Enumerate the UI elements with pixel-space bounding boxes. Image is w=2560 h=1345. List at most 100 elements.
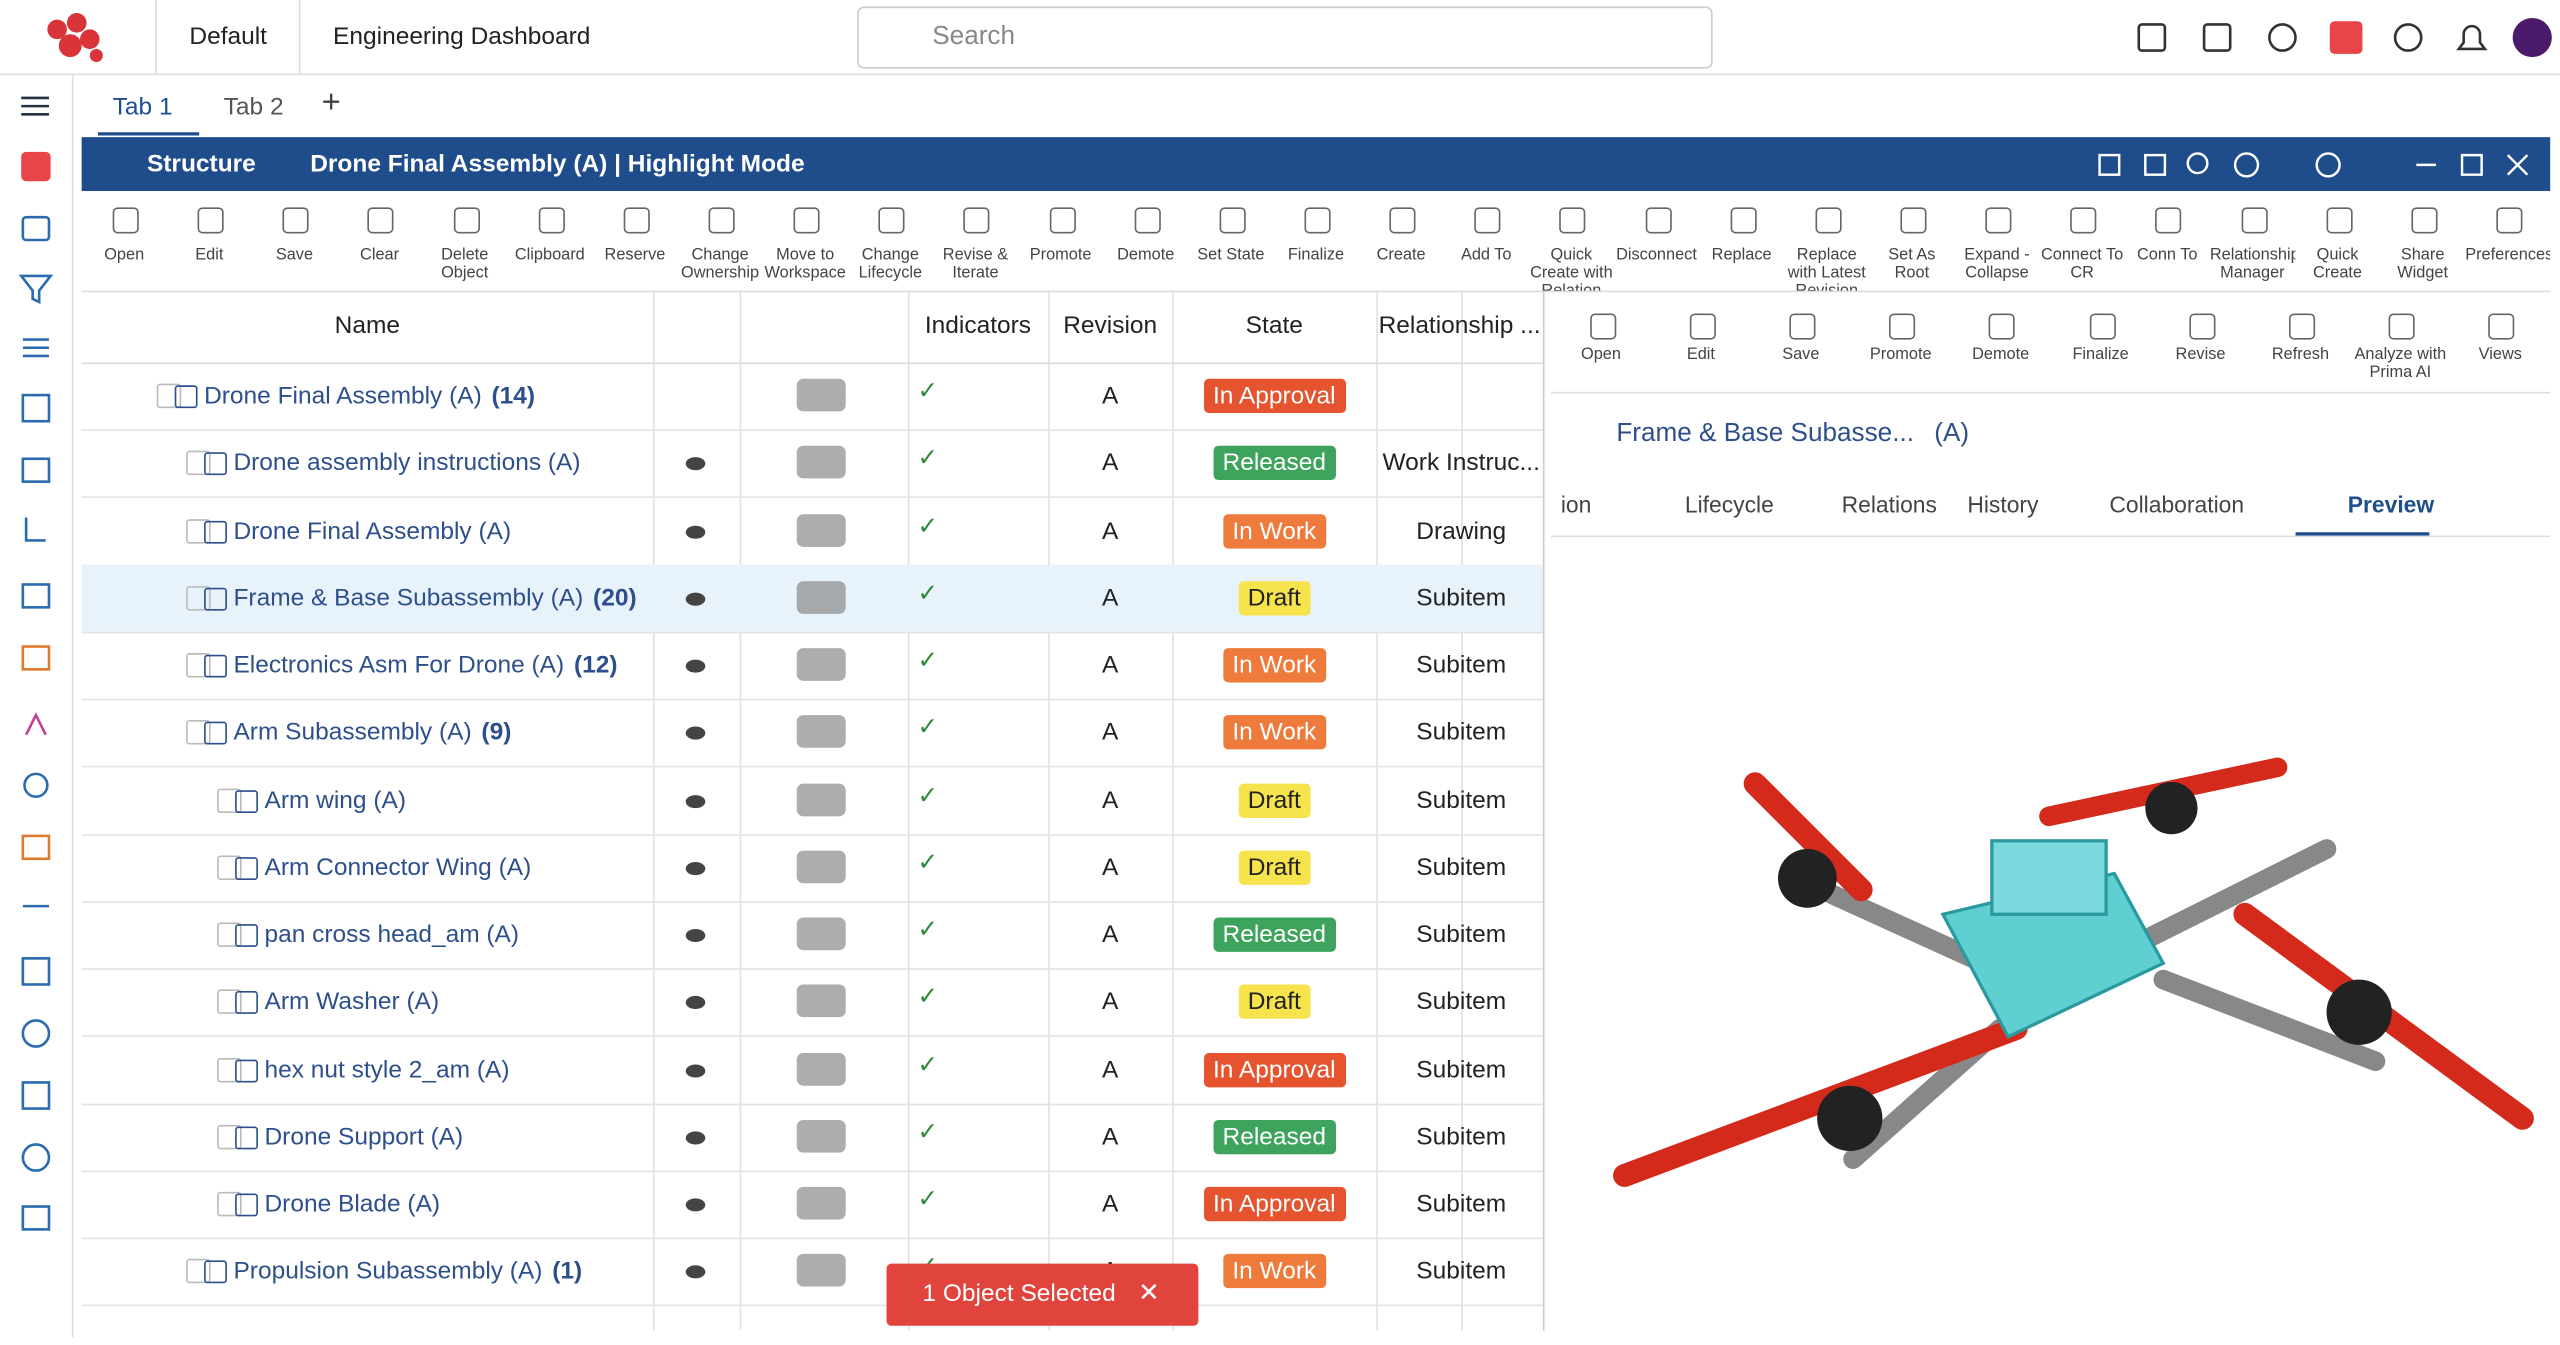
toolbar-button[interactable]: Create <box>1359 191 1444 291</box>
table-row[interactable]: Arm Connector Wing (A) ✓ A Draft Subitem <box>81 834 1543 903</box>
toolbar-button[interactable]: Set As Root <box>1869 191 1954 291</box>
item-name[interactable]: Arm Washer (A) <box>264 969 439 1036</box>
item-name[interactable]: Drone Support (A) <box>264 1103 463 1170</box>
toolbar-button[interactable]: Move to Workspace <box>763 191 848 291</box>
detail-tab[interactable]: Preview <box>2347 491 2435 518</box>
toolbar-button[interactable]: Change Lifecycle <box>848 191 933 291</box>
checkbox[interactable] <box>186 653 211 678</box>
detail-toolbar-button[interactable]: Revise <box>2151 297 2251 392</box>
toolbar-button[interactable]: Save <box>252 191 337 291</box>
add-tab[interactable]: + <box>321 84 341 121</box>
detail-toolbar-button[interactable]: Analyze with Prima AI <box>2350 297 2450 392</box>
toolbar-button[interactable]: Demote <box>1103 191 1188 291</box>
checkbox[interactable] <box>186 720 211 745</box>
table-row[interactable]: Drone assembly instructions (A) ✓ A Release… <box>81 430 1543 499</box>
toolbar-button[interactable]: Quick Create with Relation <box>1529 191 1614 291</box>
detail-toolbar-button[interactable]: Demote <box>1951 297 2051 392</box>
column-header[interactable]: Revision <box>1063 311 1158 340</box>
toolbar-button[interactable]: Reserve <box>592 191 677 291</box>
toolbar-button[interactable]: Clipboard <box>507 191 592 291</box>
table-row[interactable]: Frame & Base Subassembly (A) (20) ✓ A Draft S… <box>81 564 1543 634</box>
detail-toolbar-button[interactable]: Open <box>1551 297 1651 392</box>
table-row[interactable]: Drone Blade (A) ✓ A In Approval Subitem <box>81 1171 1543 1240</box>
toolbar-button[interactable]: Finalize <box>1273 191 1358 291</box>
table-row[interactable]: pan cross head_am (A) ✓ A Released Subitem <box>81 901 1543 970</box>
item-name[interactable]: Arm Subassembly (A) (9) <box>233 699 511 766</box>
item-name[interactable]: Propulsion Subassembly (A) (1) <box>233 1238 582 1305</box>
detail-toolbar-button[interactable]: Save <box>1751 297 1851 392</box>
toolbar-button[interactable]: Replace <box>1699 191 1784 291</box>
workspace[interactable]: Default <box>189 22 267 51</box>
toolbar-button[interactable]: Share Widget <box>2380 191 2465 291</box>
dashboard-name[interactable]: Engineering Dashboard <box>333 22 591 51</box>
selection-toast[interactable]: 1 Object Selected ✕ <box>886 1263 1199 1326</box>
toolbar-button[interactable]: Edit <box>167 191 252 291</box>
checkbox[interactable] <box>217 1057 242 1082</box>
item-name[interactable]: Arm wing (A) <box>264 767 406 834</box>
toolbar-button[interactable]: Conn To <box>2125 191 2210 291</box>
table-row[interactable]: Arm Washer (A) ✓ A Draft Subitem <box>81 969 1543 1038</box>
toolbar-button[interactable]: Disconnect <box>1614 191 1699 291</box>
detail-toolbar-button[interactable]: Finalize <box>2051 297 2151 392</box>
toolbar-button[interactable]: Preferences <box>2465 191 2550 291</box>
column-header[interactable]: Indicators <box>924 311 1032 340</box>
item-name[interactable]: Frame & Base Subassembly (A) (20) <box>233 564 636 631</box>
detail-toolbar-button[interactable]: Edit <box>1651 297 1751 392</box>
toolbar-button[interactable]: Delete Object <box>422 191 507 291</box>
table-row[interactable]: Arm wing (A) ✓ A Draft Subitem <box>81 767 1543 836</box>
table-row[interactable]: Drone Support (A) ✓ A Released Subitem <box>81 1103 1543 1172</box>
toolbar-button[interactable]: Clear <box>337 191 422 291</box>
item-name[interactable]: Drone assembly instructions (A) <box>233 430 580 497</box>
relationship: Work Instruc... <box>1382 449 1540 478</box>
tab[interactable]: Tab 1 <box>112 93 173 121</box>
toolbar-button[interactable]: Add To <box>1444 191 1529 291</box>
column-header[interactable]: Relationship ... <box>1378 311 1541 340</box>
checkbox[interactable] <box>217 1191 242 1217</box>
detail-tab[interactable]: Collaboration <box>2109 491 2245 518</box>
search-box[interactable]: Search <box>857 6 1713 69</box>
table-row[interactable]: Propulsion Subassembly (A)(1)✓AIn WorkSu… <box>81 1238 1543 1307</box>
item-name[interactable]: hex nut style 2_am (A) <box>264 1036 509 1103</box>
checkbox[interactable] <box>186 1259 211 1284</box>
toolbar-button[interactable]: Revise & Iterate <box>933 191 1018 291</box>
item-name[interactable]: Drone Blade (A) <box>264 1171 440 1238</box>
toolbar-button[interactable]: Open <box>82 191 167 291</box>
toolbar-button[interactable]: Promote <box>1018 191 1103 291</box>
toolbar-button[interactable]: Set State <box>1188 191 1273 291</box>
column-header[interactable]: State <box>1245 311 1303 340</box>
toolbar-button[interactable]: Change Ownership <box>678 191 763 291</box>
table-row[interactable]: Drone Final Assembly (A) ✓ A In Work Drawing <box>81 497 1543 566</box>
toolbar-button[interactable]: Replace with Latest Revision <box>1784 191 1869 291</box>
item-name[interactable]: Arm Connector Wing (A) <box>264 834 531 901</box>
item-name[interactable]: Drone Final Assembly (A) (14) <box>204 362 535 429</box>
checkbox[interactable] <box>186 518 211 543</box>
item-name[interactable]: pan cross head_am (A) <box>264 901 519 968</box>
checkbox[interactable] <box>217 922 242 947</box>
checkbox[interactable] <box>217 855 242 880</box>
table-row[interactable]: Drone Final Assembly (A) (14) ✓ A In Approva… <box>81 362 1543 432</box>
checkbox[interactable] <box>217 1124 242 1149</box>
detail-toolbar-button[interactable]: Promote <box>1851 297 1951 392</box>
detail-tab[interactable]: ion <box>1560 491 1592 518</box>
item-name[interactable]: Electronics Asm For Drone (A) (12) <box>233 632 617 699</box>
checkbox[interactable] <box>186 585 211 611</box>
toolbar-button[interactable]: Relationship Manager <box>2210 191 2295 291</box>
table-row[interactable]: Arm Subassembly (A) (9) ✓ A In Work Subitem <box>81 699 1543 768</box>
checkbox[interactable] <box>217 989 242 1015</box>
table-row[interactable]: hex nut style 2_am (A) ✓ A In Approval Subit… <box>81 1036 1543 1105</box>
item-name[interactable]: Drone Final Assembly (A) <box>233 497 511 564</box>
checkbox[interactable] <box>217 787 242 813</box>
detail-tab[interactable]: Relations <box>1841 491 1937 518</box>
table-row[interactable]: Electronics Asm For Drone (A) (12) ✓ A In Wo… <box>81 632 1543 701</box>
toolbar-button[interactable]: Quick Create <box>2295 191 2380 291</box>
detail-tab[interactable]: History <box>1967 491 2039 518</box>
detail-toolbar-button[interactable]: Refresh <box>2250 297 2350 392</box>
toolbar-button[interactable]: Connect To CR <box>2040 191 2125 291</box>
detail-toolbar-button[interactable]: Views <box>2450 297 2550 392</box>
column-header[interactable]: Name <box>334 311 400 340</box>
tab[interactable]: Tab 2 <box>223 93 284 121</box>
checkbox[interactable] <box>186 451 211 476</box>
detail-tab[interactable]: Lifecycle <box>1684 491 1774 518</box>
toolbar-button[interactable]: Expand - Collapse <box>1954 191 2039 291</box>
checkbox[interactable] <box>156 383 182 409</box>
